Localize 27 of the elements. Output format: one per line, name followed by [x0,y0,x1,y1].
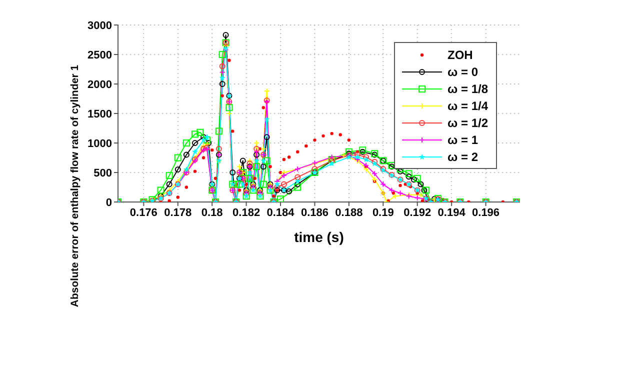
y-tick-label: 0 [106,196,112,209]
x-axis-title: time (s) [294,229,344,245]
x-tick-label: 0.188 [335,206,363,219]
legend-label: ω = 2 [448,150,478,164]
legend-label: ω = 1 [448,132,478,146]
y-axis-title: Absolute error of enthalpy flow rate of cylinder 1 [69,64,81,308]
y-tick-label: 2000 [88,78,112,91]
x-tick-label: 0.19 [372,206,394,219]
x-tick-label: 0.186 [300,206,328,219]
legend-label: ω = 1/2 [448,116,488,130]
x-tick-label: 0.184 [266,206,296,219]
y-tick-label: 3000 [88,20,112,32]
x-tick-label: 0.196 [472,206,500,219]
x-tick-label: 0.192 [404,206,432,219]
x-tick-label: 0.176 [130,206,158,219]
legend-label: ω = 0 [448,64,478,78]
legend-label: ω = 1/8 [448,82,488,96]
legend-label: ω = 1/4 [448,98,488,112]
y-tick-label: 1500 [88,108,112,120]
y-tick-label: 2500 [88,49,112,62]
y-tick-label: 1000 [88,138,112,150]
x-tick-label: 0.178 [164,206,192,219]
x-tick-label: 0.194 [438,206,466,219]
y-tick-label: 500 [94,167,112,180]
legend-label: ZOH [448,48,473,62]
x-tick-label: 0.182 [232,206,260,219]
x-tick-label: 0.18 [201,206,223,219]
